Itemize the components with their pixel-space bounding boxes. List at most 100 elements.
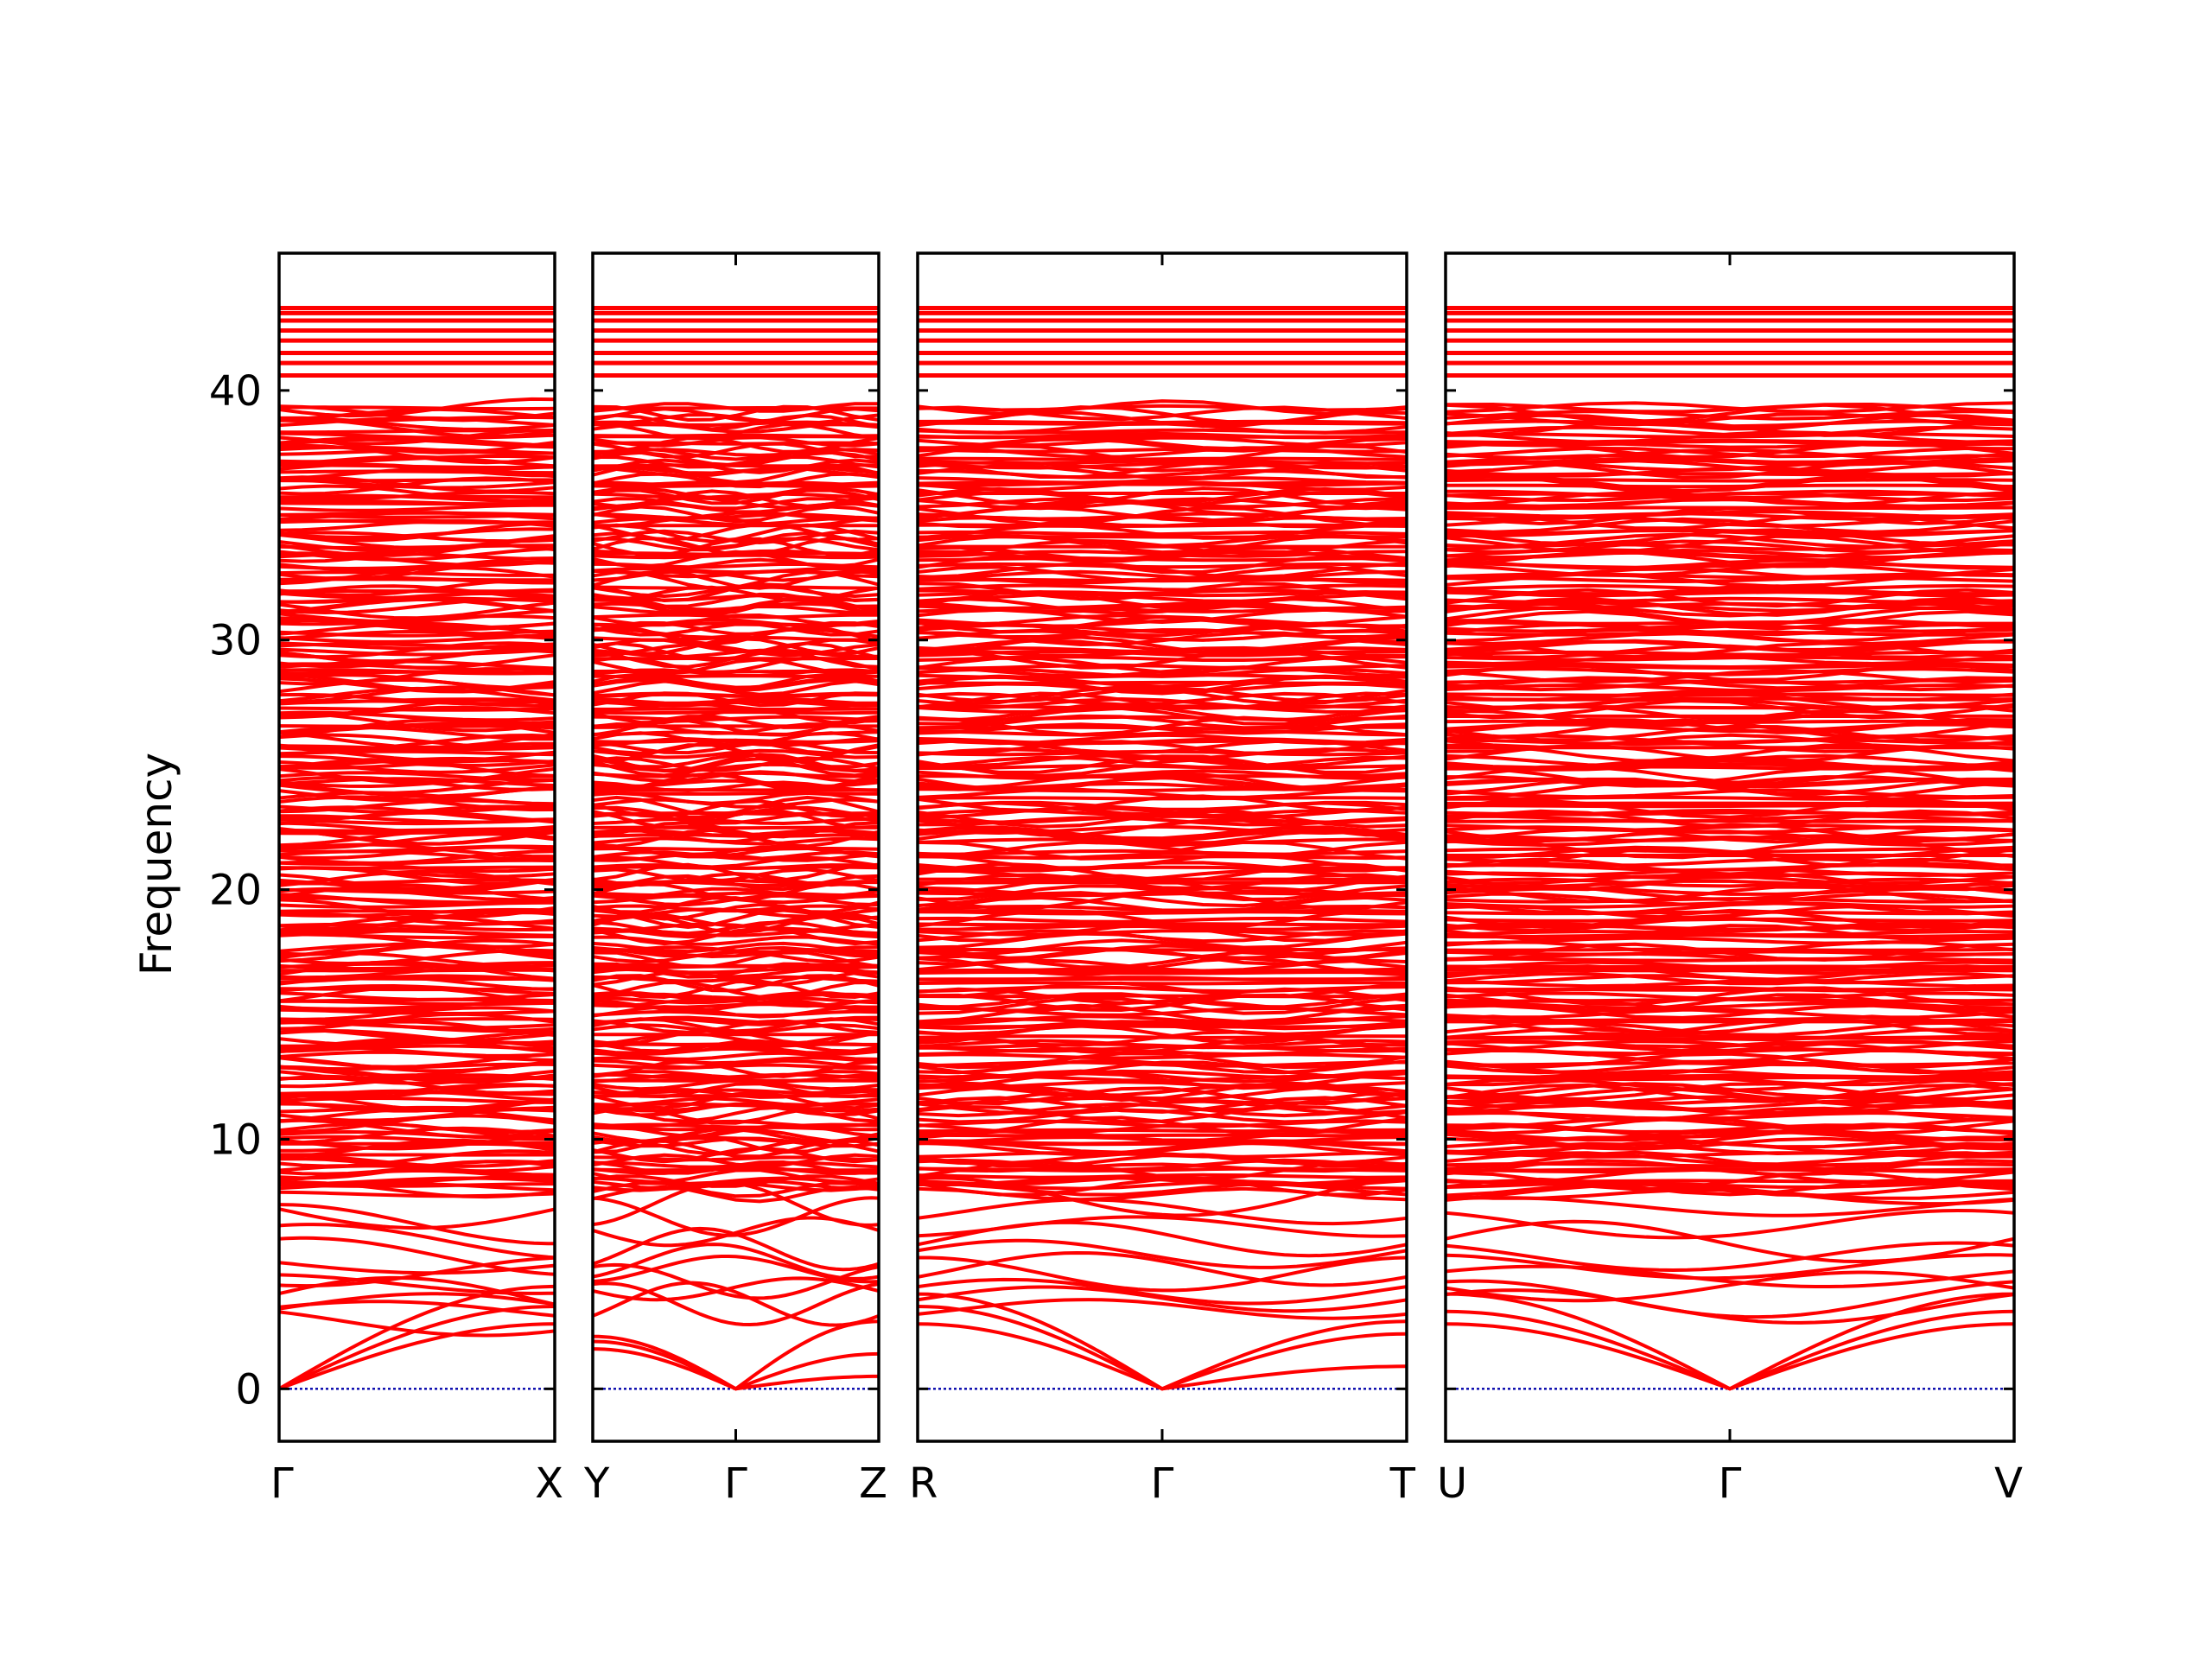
optical-band [279, 405, 555, 411]
optical-band [1446, 622, 2014, 637]
optical-band [279, 629, 555, 638]
optical-band [279, 518, 555, 524]
optical-band [593, 1019, 879, 1034]
optical-band [918, 715, 1407, 721]
optical-band [1446, 857, 2014, 876]
optical-band [918, 910, 1407, 916]
optical-band [918, 565, 1407, 582]
optical-branch-low-5 [279, 1273, 555, 1295]
optical-band [593, 1009, 879, 1018]
optical-band [593, 512, 879, 520]
optical-branch-low-2 [593, 1281, 879, 1327]
optical-band [593, 791, 879, 796]
optical-band [593, 1082, 879, 1099]
optical-band [593, 756, 879, 772]
optical-band [1446, 584, 2014, 599]
optical-band [279, 527, 555, 539]
acoustic-branch-a1 [918, 1322, 1407, 1391]
optical-branch-low-1 [279, 1310, 555, 1338]
optical-band [1446, 1033, 2014, 1040]
optical-band [1446, 575, 2014, 584]
optical-band [1446, 1061, 2014, 1077]
optical-band [1446, 1039, 2014, 1049]
optical-band [1446, 510, 2014, 518]
optical-band [1446, 814, 2014, 823]
optical-band [279, 416, 555, 432]
optical-band [279, 546, 555, 562]
optical-band [593, 941, 879, 954]
optical-band [279, 725, 555, 741]
optical-band [1446, 1017, 2014, 1023]
optical-band [279, 601, 555, 620]
optical-band [1446, 971, 2014, 986]
optical-band [918, 596, 1407, 615]
optical-branch-low-8 [279, 1236, 555, 1276]
optical-band [918, 944, 1407, 961]
optical-band [593, 757, 879, 778]
optical-branch-low-4 [593, 1262, 879, 1300]
acoustic-branch-a3 [918, 1292, 1407, 1391]
optical-band [1446, 1075, 2014, 1087]
optical-band [1446, 1150, 2014, 1171]
optical-band [279, 887, 555, 895]
optical-band [279, 777, 555, 788]
optical-band [1446, 596, 2014, 604]
optical-band [593, 950, 879, 969]
optical-branch-low-8 [918, 1215, 1407, 1238]
optical-band [279, 706, 555, 712]
optical-band [1446, 722, 2014, 734]
optical-band [918, 1052, 1407, 1070]
optical-band [1446, 1083, 2014, 1103]
optical-band [918, 853, 1407, 872]
optical-band [918, 840, 1407, 858]
optical-band [279, 962, 555, 971]
optical-band [593, 737, 879, 747]
optical-band [593, 1051, 879, 1061]
optical-band [1446, 1166, 2014, 1173]
optical-band [918, 404, 1407, 412]
optical-band [1446, 683, 2014, 693]
optical-band [918, 1141, 1407, 1157]
optical-band [279, 844, 555, 854]
optical-band [593, 904, 879, 913]
optical-band [918, 562, 1407, 569]
optical-band [918, 1060, 1407, 1068]
optical-band [279, 445, 555, 455]
optical-band [593, 488, 879, 505]
optical-band [918, 545, 1407, 561]
optical-band [1446, 1161, 2014, 1168]
optical-band [918, 497, 1407, 511]
panel-1-frame [277, 251, 556, 1443]
optical-band [1446, 1180, 2014, 1190]
optical-band [279, 469, 555, 475]
optical-band [1446, 917, 2014, 923]
optical-band [593, 908, 879, 930]
optical-branch-low-3 [279, 1292, 555, 1311]
optical-band [1446, 609, 2014, 631]
optical-band [918, 981, 1407, 999]
optical-band [593, 926, 879, 946]
optical-band [918, 868, 1407, 882]
optical-band [279, 511, 555, 517]
y-tick-label: 30 [209, 617, 262, 665]
optical-band [1446, 534, 2014, 555]
optical-band [593, 772, 879, 792]
optical-band [1446, 548, 2014, 560]
optical-band [593, 1015, 879, 1025]
optical-band [279, 771, 555, 783]
optical-branch-low-6 [1446, 1241, 2014, 1273]
optical-band [918, 916, 1407, 924]
optical-band [1446, 810, 2014, 817]
optical-band [593, 691, 879, 698]
optical-band [918, 825, 1407, 841]
optical-band [1446, 892, 2014, 906]
optical-band [593, 753, 879, 769]
optical-band [593, 710, 879, 715]
optical-band [1446, 432, 2014, 439]
optical-band [593, 505, 879, 524]
optical-band [918, 995, 1407, 1015]
optical-band [918, 1071, 1407, 1090]
optical-band [279, 721, 555, 734]
optical-band [593, 887, 879, 899]
